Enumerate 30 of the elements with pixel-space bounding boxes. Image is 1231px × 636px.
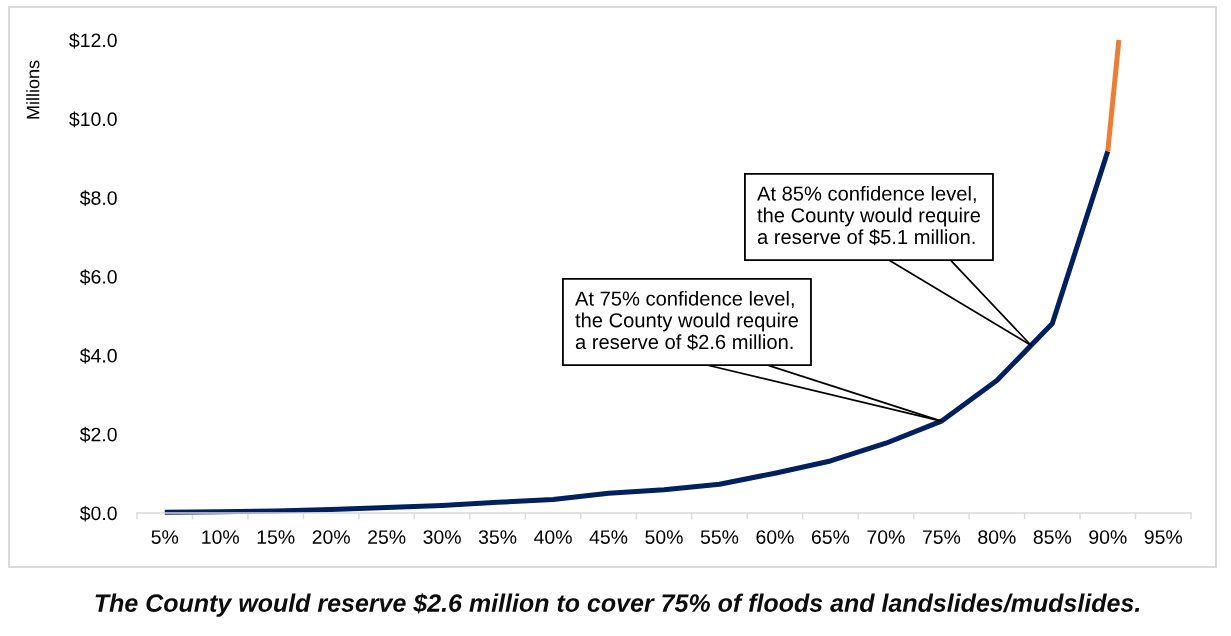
annotation: At 75% confidence level, the County would require a reserve of $2.6 million.	[575, 290, 798, 351]
y-tick-label: $8.0	[79, 190, 117, 207]
text: The County would reserve $2.6 million to cover 75% of floods and landslides/mudslides.	[95, 593, 1140, 617]
x-tick-label: 10%	[202, 530, 239, 544]
x-tick-label: 40%	[534, 530, 572, 544]
x-tick-label: 30%	[423, 530, 461, 544]
annotation: At 85% confidence level, the County would require a reserve of $5.1 million.	[757, 185, 980, 246]
x-tick-label: 60%	[756, 530, 794, 544]
y-tick-label: $6.0	[79, 269, 117, 285]
x-tick-label: 85%	[1033, 530, 1072, 544]
y-tick-label: $12.0	[69, 32, 117, 49]
x-tick-label: 15%	[257, 530, 295, 544]
x-tick-label: 35%	[478, 530, 517, 544]
y-tick-label: $2.0	[79, 426, 117, 443]
y-tick-label: $10.0	[69, 111, 117, 128]
x-tick-label: 45%	[589, 530, 628, 544]
x-tick-label: 20%	[312, 530, 350, 544]
x-tick-label: 90%	[1089, 530, 1127, 544]
x-tick-label: 25%	[368, 530, 406, 544]
x-tick-label: 80%	[978, 530, 1016, 544]
x-tick-label: 75%	[922, 530, 961, 544]
x-tick-label: 55%	[700, 530, 739, 544]
y-axis-title: Millions	[26, 60, 40, 119]
x-tick-label: 65%	[811, 530, 850, 544]
x-tick-label: 70%	[867, 530, 905, 544]
x-tick-label: 5%	[151, 530, 179, 544]
x-tick-label: 50%	[645, 530, 683, 544]
y-tick-label: $0.0	[79, 505, 117, 522]
x-tick-label: 95%	[1144, 530, 1183, 544]
y-tick-label: $4.0	[79, 347, 117, 364]
